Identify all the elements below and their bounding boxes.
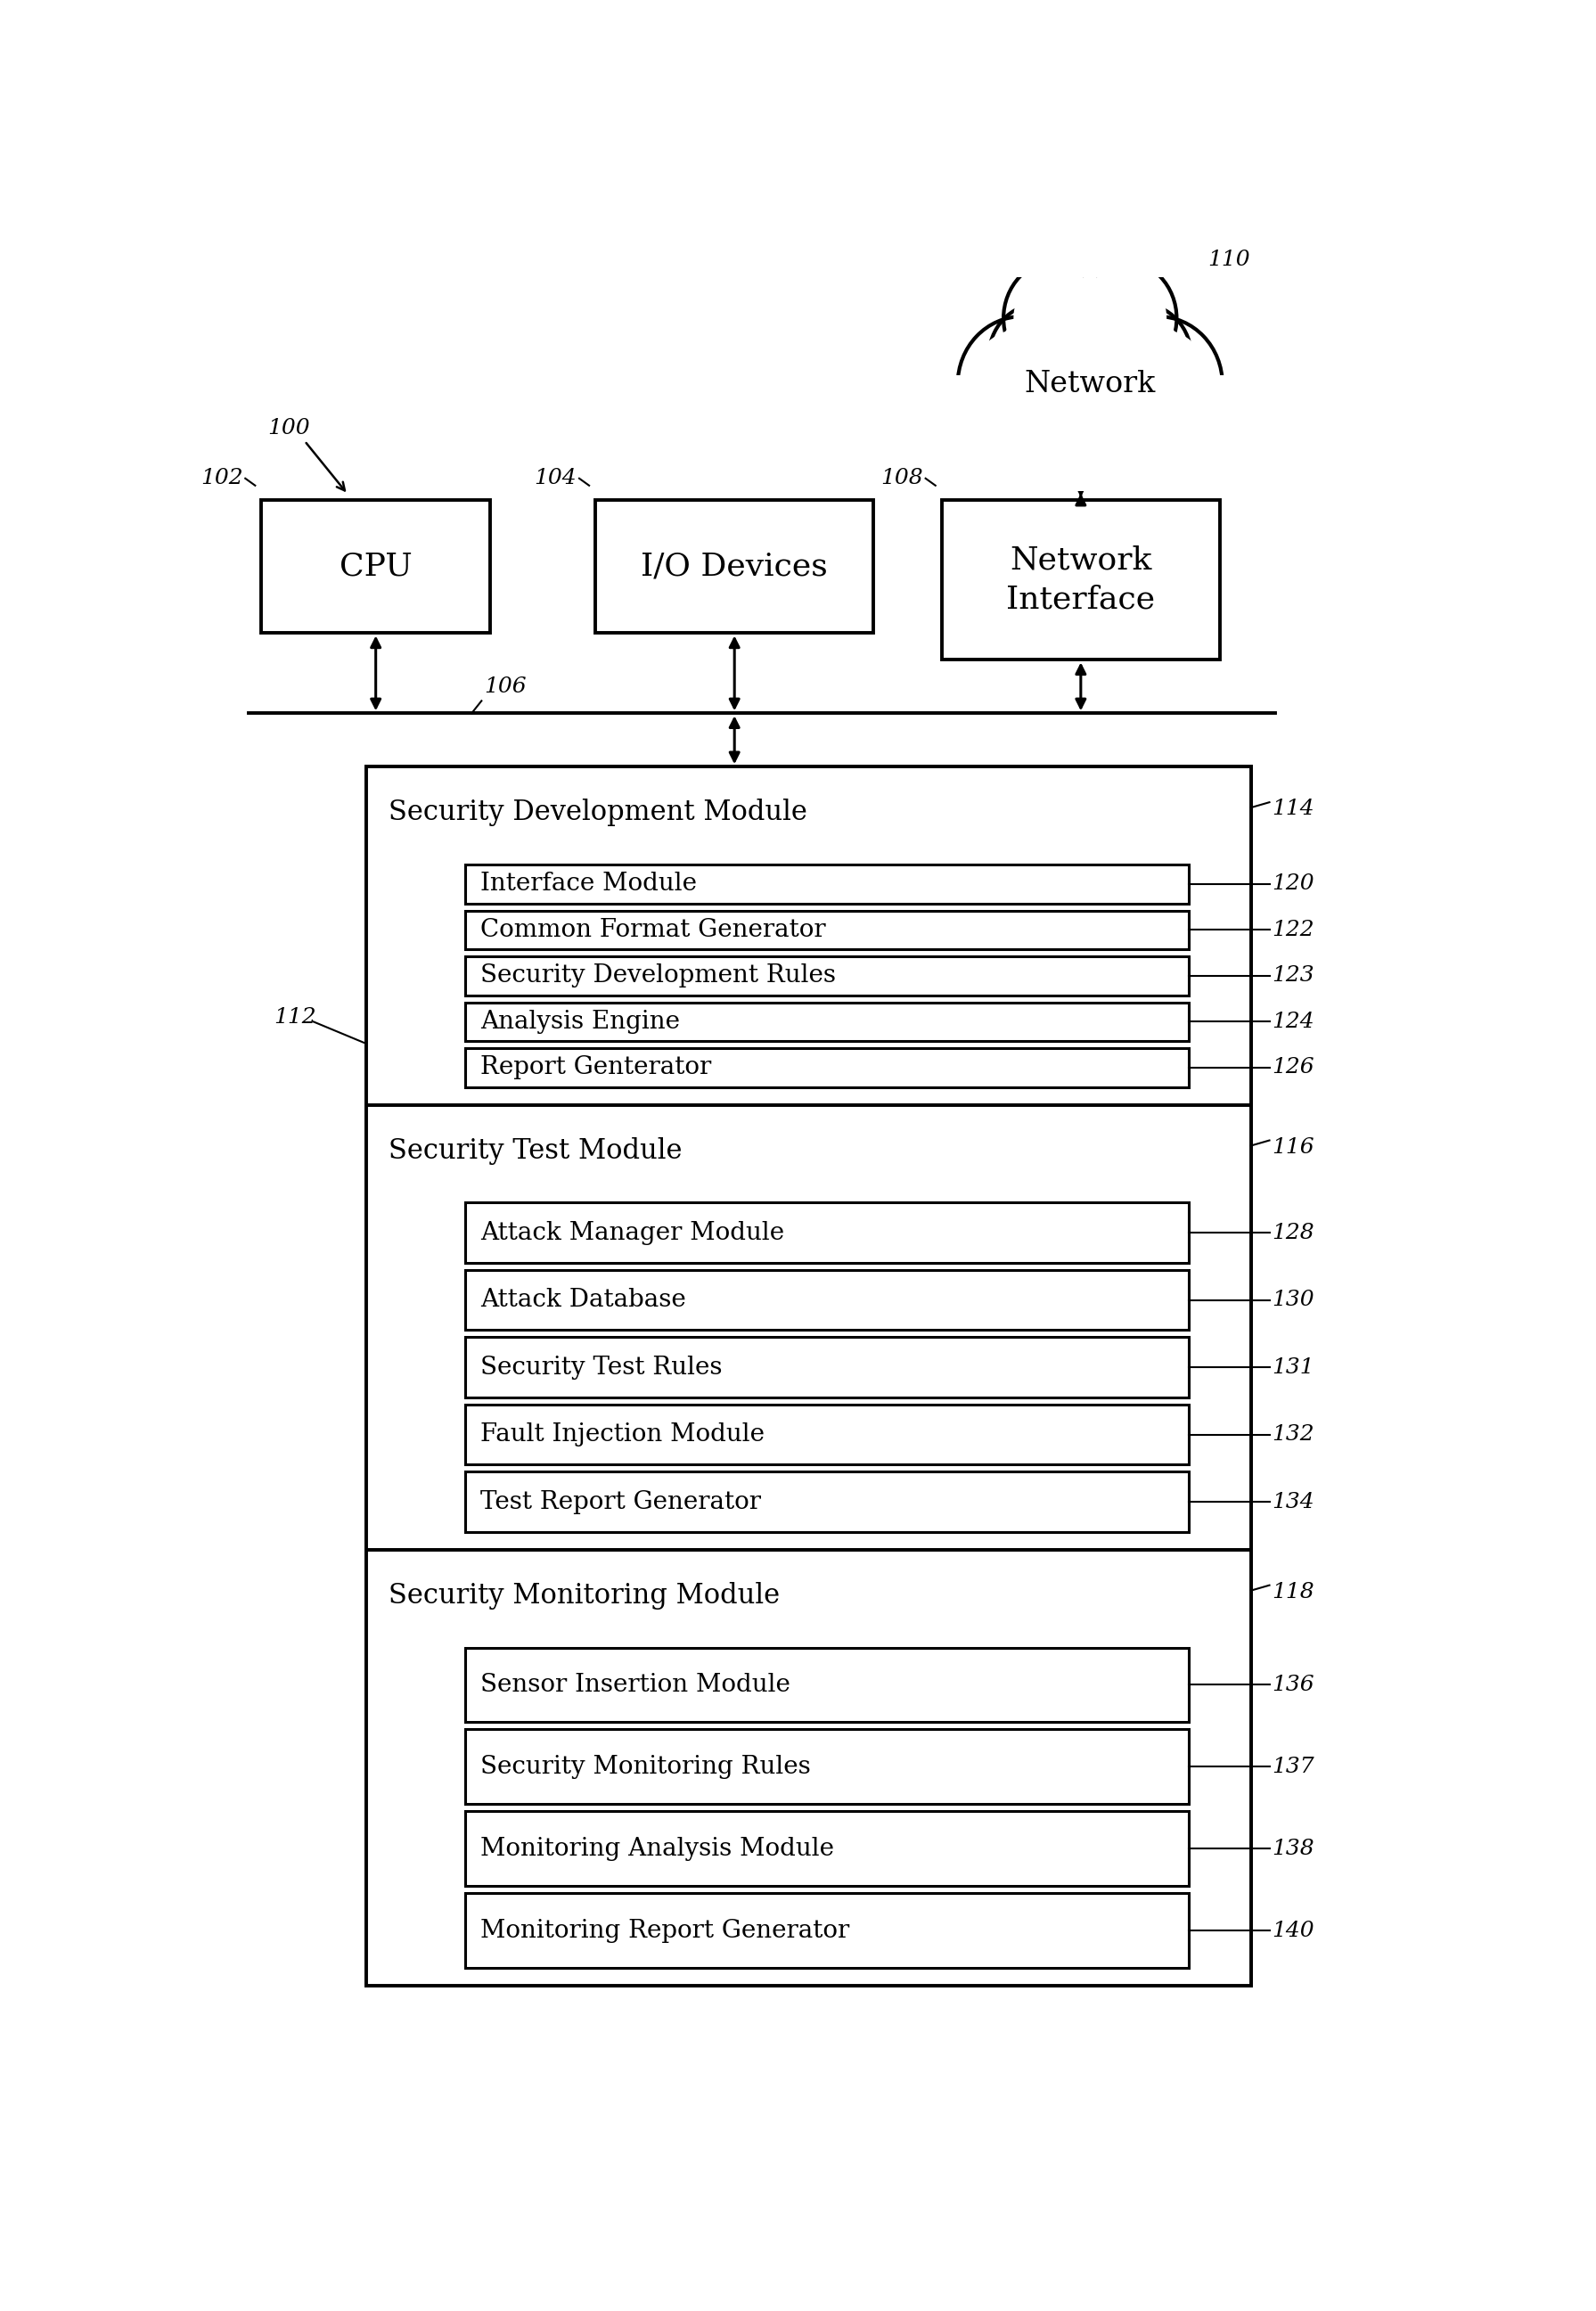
Text: 128: 128 [1272, 1223, 1315, 1243]
Bar [942, 374, 1238, 490]
Text: Monitoring Report Generator: Monitoring Report Generator [480, 1918, 849, 1944]
Bar [466, 1472, 1189, 1532]
Ellipse shape [988, 305, 1087, 411]
Text: Security Monitoring Rules: Security Monitoring Rules [480, 1754, 811, 1779]
Text: 114: 114 [1272, 800, 1315, 818]
Text: Security Test Rules: Security Test Rules [480, 1354, 723, 1380]
Ellipse shape [969, 328, 1074, 439]
Text: 126: 126 [1272, 1058, 1315, 1077]
Text: 136: 136 [1272, 1675, 1315, 1696]
Ellipse shape [1101, 314, 1183, 402]
Text: Monitoring Analysis Module: Monitoring Analysis Module [480, 1837, 835, 1860]
Text: 104: 104 [535, 469, 576, 488]
Text: Security Monitoring Module: Security Monitoring Module [389, 1581, 780, 1608]
Ellipse shape [958, 317, 1087, 451]
Text: 108: 108 [881, 469, 922, 488]
Ellipse shape [1066, 259, 1176, 377]
Text: 100: 100 [268, 418, 310, 439]
Text: Report Genterator: Report Genterator [480, 1056, 712, 1079]
Bar [262, 499, 490, 633]
Text: Fault Injection Module: Fault Injection Module [480, 1424, 764, 1447]
Bar [466, 1202, 1189, 1262]
Bar [466, 864, 1189, 904]
Text: 124: 124 [1272, 1012, 1315, 1033]
Ellipse shape [1093, 317, 1223, 451]
Bar [367, 1105, 1251, 1551]
Text: Network: Network [1025, 370, 1156, 397]
Text: Sensor Insertion Module: Sensor Insertion Module [480, 1673, 790, 1696]
Bar [466, 1271, 1189, 1331]
Text: 106: 106 [484, 677, 527, 698]
Bar [466, 957, 1189, 996]
Bar [942, 499, 1219, 661]
Bar [367, 767, 1251, 1105]
Bar [466, 1338, 1189, 1398]
Bar [595, 499, 873, 633]
Text: 131: 131 [1272, 1357, 1315, 1377]
Text: 138: 138 [1272, 1837, 1315, 1858]
Text: I/O Devices: I/O Devices [642, 552, 828, 582]
Text: 134: 134 [1272, 1491, 1315, 1511]
Text: 112: 112 [275, 1008, 316, 1028]
Text: Attack Manager Module: Attack Manager Module [480, 1220, 784, 1246]
Ellipse shape [1050, 388, 1130, 476]
Ellipse shape [1004, 259, 1114, 377]
Text: CPU: CPU [340, 552, 412, 582]
Text: 110: 110 [1208, 250, 1250, 270]
Text: 118: 118 [1272, 1581, 1315, 1602]
Bar [466, 1049, 1189, 1086]
Ellipse shape [998, 314, 1079, 402]
Text: 130: 130 [1272, 1290, 1315, 1310]
Text: Analysis Engine: Analysis Engine [480, 1010, 680, 1033]
Text: 122: 122 [1272, 920, 1315, 941]
Text: Security Test Module: Security Test Module [389, 1137, 683, 1165]
Text: Network
Interface: Network Interface [1007, 545, 1156, 615]
Text: 132: 132 [1272, 1424, 1315, 1444]
Bar [466, 1893, 1189, 1969]
Text: Common Format Generator: Common Format Generator [480, 917, 825, 943]
Text: Test Report Generator: Test Report Generator [480, 1491, 761, 1514]
Text: 120: 120 [1272, 874, 1315, 894]
Ellipse shape [1010, 289, 1170, 460]
Ellipse shape [1093, 305, 1192, 411]
Bar [466, 1405, 1189, 1465]
Text: 140: 140 [1272, 1920, 1315, 1941]
Bar [466, 911, 1189, 950]
Text: Attack Database: Attack Database [480, 1287, 686, 1313]
Text: Security Development Rules: Security Development Rules [480, 964, 836, 987]
Text: Interface Module: Interface Module [480, 871, 697, 897]
Bar [466, 1812, 1189, 1886]
Bar [367, 1551, 1251, 1985]
Text: 102: 102 [201, 469, 243, 488]
Bar [466, 1648, 1189, 1722]
Ellipse shape [1013, 270, 1104, 367]
Ellipse shape [1076, 270, 1167, 367]
Bar [466, 1729, 1189, 1805]
Ellipse shape [1106, 328, 1211, 439]
Text: 116: 116 [1272, 1137, 1315, 1158]
Bar [466, 1003, 1189, 1040]
Text: 137: 137 [1272, 1756, 1315, 1777]
Text: Security Development Module: Security Development Module [389, 800, 808, 827]
Ellipse shape [1041, 379, 1140, 485]
Ellipse shape [1025, 305, 1156, 446]
Bar [367, 767, 1251, 1985]
Text: 123: 123 [1272, 966, 1315, 987]
